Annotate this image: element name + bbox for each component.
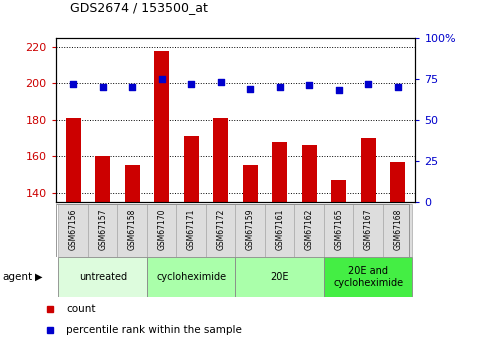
Bar <box>302 145 316 345</box>
Bar <box>176 204 206 257</box>
Text: GSM67170: GSM67170 <box>157 208 166 250</box>
Text: ▶: ▶ <box>35 272 43 282</box>
Text: GSM67158: GSM67158 <box>128 208 137 250</box>
Text: GSM67171: GSM67171 <box>187 208 196 250</box>
Point <box>158 76 166 82</box>
Point <box>276 85 284 90</box>
Point <box>246 86 254 91</box>
Bar <box>324 204 354 257</box>
Bar <box>354 204 383 257</box>
Text: GSM67165: GSM67165 <box>334 208 343 250</box>
Text: cycloheximide: cycloheximide <box>156 272 226 282</box>
Bar <box>265 204 295 257</box>
Text: agent: agent <box>2 272 32 282</box>
Bar <box>66 118 81 345</box>
Text: GSM67172: GSM67172 <box>216 208 225 250</box>
Text: GSM67162: GSM67162 <box>305 208 313 250</box>
Text: 20E: 20E <box>270 272 289 282</box>
Bar <box>58 257 147 297</box>
Bar <box>206 204 236 257</box>
Bar <box>243 165 257 345</box>
Text: untreated: untreated <box>79 272 127 282</box>
Text: percentile rank within the sample: percentile rank within the sample <box>66 325 242 335</box>
Bar <box>147 257 236 297</box>
Bar <box>390 162 405 345</box>
Point <box>217 79 225 85</box>
Bar <box>95 156 110 345</box>
Bar <box>236 257 324 297</box>
Text: GDS2674 / 153500_at: GDS2674 / 153500_at <box>70 1 208 14</box>
Bar <box>272 142 287 345</box>
Point <box>70 81 77 87</box>
Bar <box>155 51 169 345</box>
Bar <box>58 204 88 257</box>
Bar <box>213 118 228 345</box>
Text: GSM67159: GSM67159 <box>246 208 255 250</box>
Text: GSM67161: GSM67161 <box>275 208 284 250</box>
Point <box>364 81 372 87</box>
Bar <box>324 257 412 297</box>
Point <box>305 83 313 88</box>
Text: count: count <box>66 304 96 314</box>
Point <box>128 85 136 90</box>
Bar <box>147 204 176 257</box>
Bar <box>295 204 324 257</box>
Bar <box>125 165 140 345</box>
Text: GSM67167: GSM67167 <box>364 208 373 250</box>
Point <box>394 85 401 90</box>
Text: GSM67157: GSM67157 <box>98 208 107 250</box>
Bar <box>361 138 376 345</box>
Text: GSM67156: GSM67156 <box>69 208 78 250</box>
Bar <box>184 136 199 345</box>
Point <box>99 85 107 90</box>
Point <box>187 81 195 87</box>
Text: 20E and
cycloheximide: 20E and cycloheximide <box>333 266 403 288</box>
Text: GSM67168: GSM67168 <box>393 208 402 250</box>
Bar <box>236 204 265 257</box>
Bar <box>383 204 412 257</box>
Bar <box>117 204 147 257</box>
Bar <box>88 204 117 257</box>
Point <box>335 88 342 93</box>
Bar <box>331 180 346 345</box>
